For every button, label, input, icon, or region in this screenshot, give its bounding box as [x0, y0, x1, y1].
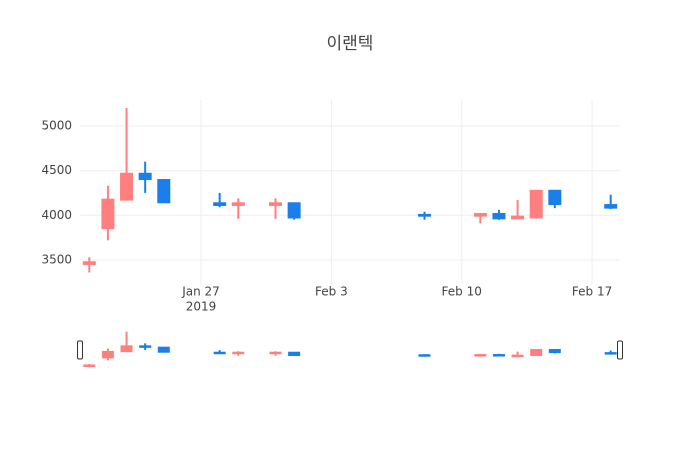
slider-candle-body	[213, 351, 226, 355]
candle-body	[82, 261, 96, 265]
candle-body	[529, 189, 543, 219]
x-tick-label: Feb 10	[442, 285, 482, 299]
candle-body	[473, 213, 487, 217]
x-tick-label: Feb 17	[572, 285, 612, 299]
slider-candle-body	[83, 364, 96, 367]
y-tick-label: 5000	[41, 118, 72, 132]
slider-candle-body	[492, 354, 505, 357]
y-tick-label: 4500	[41, 163, 72, 177]
candle-body	[492, 213, 506, 220]
candle-body	[101, 198, 115, 230]
x-tick-label: Feb 3	[315, 285, 348, 299]
candle-body	[269, 202, 283, 206]
y-tick-label: 3500	[41, 252, 72, 266]
candle-body	[511, 215, 525, 220]
slider-candle-body	[157, 346, 170, 353]
slider-candle-body	[288, 351, 301, 357]
chart-title: 이랜텍	[327, 34, 374, 54]
candle-body	[213, 202, 227, 206]
candle-body	[287, 202, 301, 219]
candle-body	[157, 179, 171, 204]
slider-candle-body	[511, 354, 524, 358]
slider-candle-body	[418, 354, 431, 357]
y-tick-label: 4000	[41, 208, 72, 222]
slider-candle-body	[530, 349, 543, 357]
slider-handle[interactable]	[617, 340, 623, 360]
candle-body	[138, 172, 152, 181]
candle-body	[604, 204, 618, 209]
slider-candle-body	[548, 349, 561, 354]
slider-handle[interactable]	[77, 340, 83, 360]
x-year-label: 2019	[186, 300, 217, 314]
candle-body	[120, 172, 134, 201]
candle-body	[231, 202, 245, 206]
slider-candle-body	[474, 354, 487, 357]
slider-candle-body	[101, 350, 114, 359]
slider-candle-body	[120, 345, 133, 353]
candle-body	[417, 213, 431, 217]
slider-candle-body	[269, 351, 282, 355]
x-tick-label: Jan 27	[181, 285, 220, 299]
slider-candle-body	[232, 351, 245, 355]
slider-candle-body	[139, 345, 152, 348]
candle-body	[548, 189, 562, 206]
slider-candle-body	[604, 352, 617, 355]
